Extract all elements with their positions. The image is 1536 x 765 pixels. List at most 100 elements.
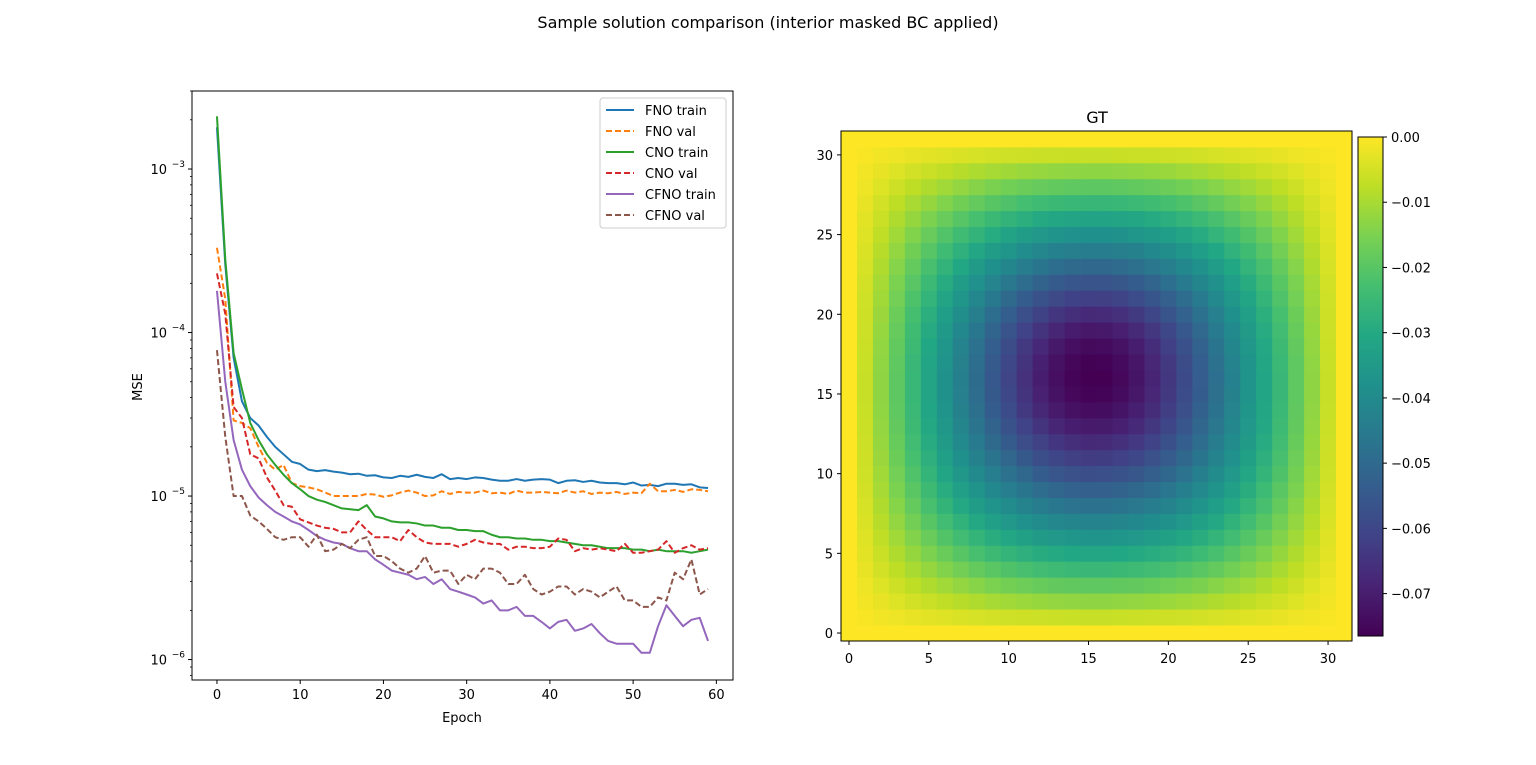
heatmap-cell [1144,131,1161,148]
heatmap-cell [1048,529,1065,546]
heatmap-cell [936,322,954,339]
heatmap-cell [984,226,1002,243]
heatmap-cell [968,338,986,355]
heatmap-cell [1304,561,1321,578]
heatmap-cell [1128,146,1145,164]
heatmap-cell [1176,545,1193,562]
colorbar-tick-label: −0.03 [1391,327,1431,342]
heatmap-cell [1144,290,1161,307]
heatmap-cell [1320,577,1337,594]
heatmap-cell [1080,274,1097,291]
heatmap-cell [888,593,906,610]
heatmap-cell [1288,386,1305,403]
heatmap-cell [920,162,938,180]
heatmap-cell [1240,290,1257,307]
heatmap-cell [1240,593,1257,610]
heatmap-cell [1080,577,1097,594]
heatmap-cell [872,497,890,514]
y-tick-label: 15 [816,388,833,403]
heatmap-cell [1048,306,1065,323]
heatmap-cell [1144,465,1161,483]
heatmap-cell [1080,465,1097,483]
heatmap-cell [1032,433,1049,451]
loss-legend: FNO train FNO val CNO train CNO val CFNO tra… [599,97,727,229]
heatmap-cell [856,625,874,642]
heatmap-cell [1192,242,1209,259]
heatmap-cell [1336,401,1353,419]
heatmap-cell [1032,609,1049,626]
heatmap-cell [1224,274,1241,291]
heatmap-cell [1304,242,1321,259]
heatmap-cell [1256,417,1273,435]
heatmap-cell [968,354,986,371]
x-tick-label: 30 [458,688,475,703]
heatmap-cell [1016,338,1034,355]
heatmap-cell [1160,274,1177,291]
heatmap-cell [1128,449,1145,467]
heatmap-cell [904,433,922,451]
heatmap-cell [1336,146,1353,164]
heatmap-cell [1144,354,1161,371]
heatmap-cell [952,338,970,355]
gt-heatmap-chart: GT 0 5 10 15 20 25 30 0 5 10 15 20 25 30 0.00 −0.01 −0… [816,108,1430,667]
heatmap-cell [1336,449,1353,467]
heatmap-cell [1272,593,1289,610]
heatmap-cell [1016,449,1034,467]
x-tick-label: 20 [375,688,392,703]
heatmap-cell [856,146,874,164]
heatmap-cell [1320,609,1337,626]
heatmap-cell [1032,162,1049,180]
heatmap-cell [1112,306,1129,323]
heatmap-cell [1176,625,1193,642]
heatmap-cell [1336,386,1353,403]
heatmap-cell [1320,449,1337,467]
heatmap-cell [920,593,938,610]
x-tick-label: 30 [1320,652,1337,667]
heatmap-cell [1080,290,1097,307]
heatmap-cell [1192,370,1209,387]
heatmap-cell [1112,593,1129,610]
heatmap-cell [888,433,906,451]
heatmap-cell [1272,226,1289,243]
heatmap-cell [888,449,906,467]
heatmap-cell [1192,593,1209,610]
heatmap-cell [1256,465,1273,483]
heatmap-cell [1128,226,1145,243]
heatmap-cell [1016,146,1034,164]
heatmap-cell [1240,274,1257,291]
heatmap-cell [1032,338,1049,355]
heatmap-cell [1096,465,1113,483]
heatmap-cell [904,338,922,355]
heatmap-cell [872,465,890,483]
heatmap-cell [1064,290,1081,307]
heatmap-cell [1256,433,1273,451]
heatmap-cell [1192,561,1209,578]
heatmap-cell [1032,258,1049,275]
heatmap-cell [968,625,986,642]
heatmap-cell [841,194,858,212]
heatmap-cell [1176,513,1193,530]
heatmap-cell [920,242,938,259]
heatmap-cell [1080,561,1097,578]
heatmap-cell [1144,593,1161,610]
heatmap-cell [1304,433,1321,451]
heatmap-cell [904,386,922,403]
heatmap-cell [1144,609,1161,626]
heatmap-cell [872,338,890,355]
heatmap-cell [1336,481,1353,498]
heatmap-cell [904,513,922,530]
heatmap-cell [1336,178,1353,196]
heatmap-cell [1048,481,1065,498]
heatmap-cell [952,386,970,403]
heatmap-cell [1160,401,1177,419]
heatmap-cell [1000,146,1018,164]
heatmap-cell [888,322,906,339]
heatmap-cell [1304,290,1321,307]
gt-y-ticks: 0 5 10 15 20 25 30 [816,149,841,642]
heatmap-cell [1128,609,1145,626]
heatmap-cell [1208,338,1225,355]
heatmap-cell [1048,194,1065,212]
heatmap-cell [904,162,922,180]
heatmap-cell [968,433,986,451]
heatmap-cell [1080,386,1097,403]
